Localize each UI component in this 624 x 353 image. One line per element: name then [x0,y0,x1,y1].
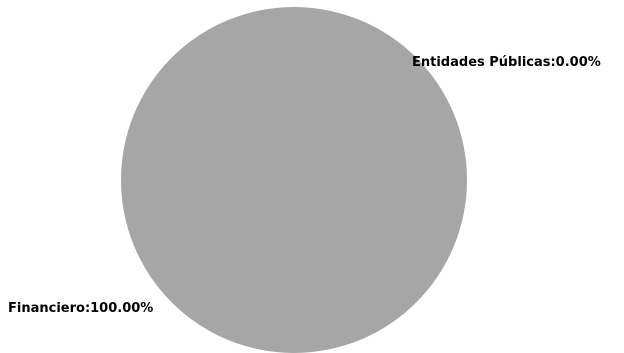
pie-labels: Entidades Públicas:0.00% Financiero:100.… [8,55,601,316]
pie-slices [121,7,467,353]
slice-label-financiero: Financiero:100.00% [8,301,153,316]
pie-slice-financiero [121,7,467,353]
slice-label-entidades-publicas: Entidades Públicas:0.00% [412,55,601,70]
